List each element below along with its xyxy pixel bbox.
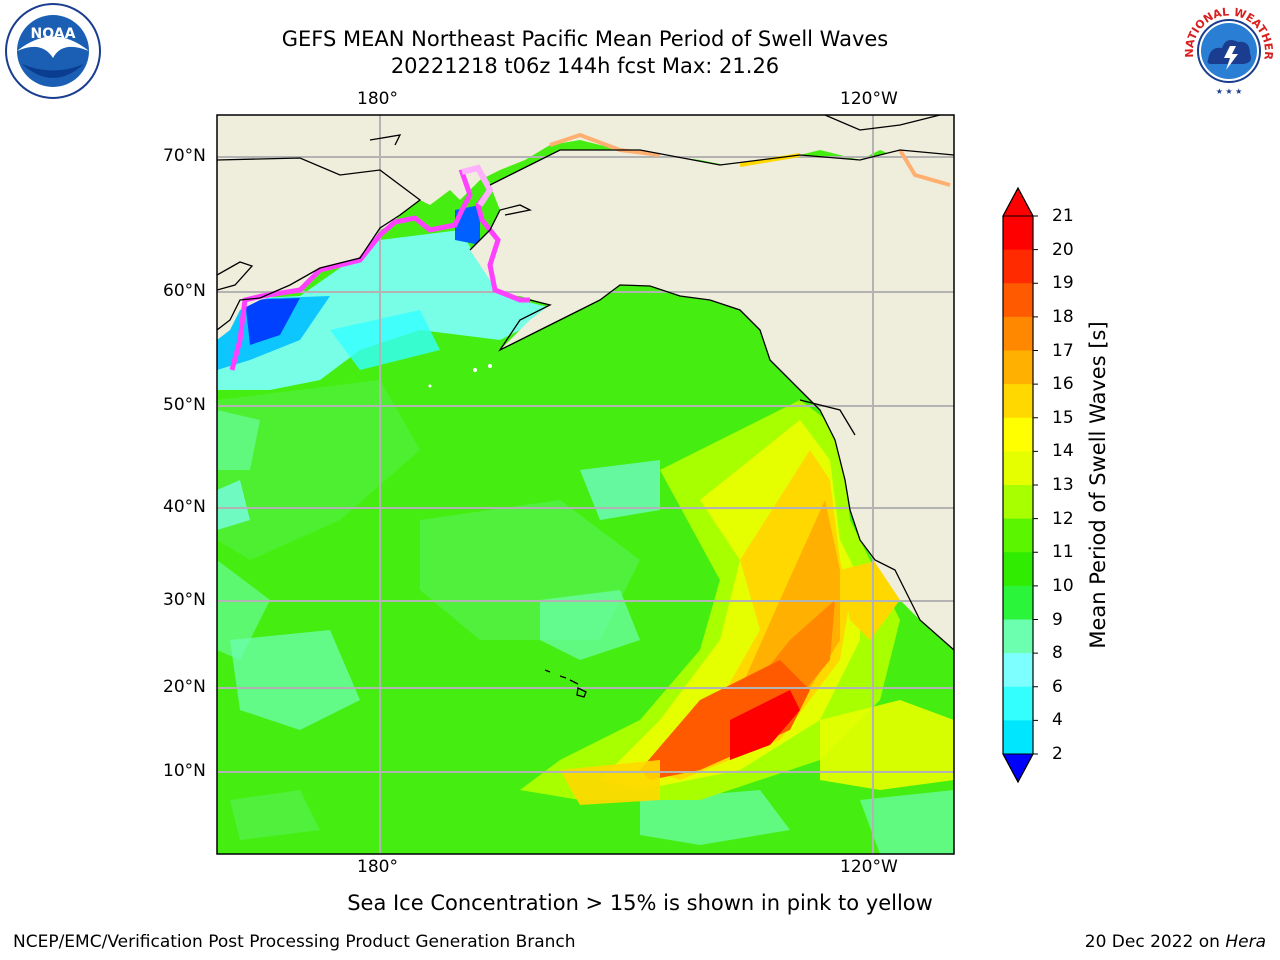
lat-label: 70°N: [163, 146, 206, 166]
colorbar-segment: [1003, 619, 1033, 654]
lat-label: 30°N: [163, 590, 206, 610]
colorbar-segment: [1003, 585, 1033, 621]
nws-logo: NATIONAL WEATHER SERVICE ★ ★ ★: [1180, 2, 1275, 97]
colorbar-tick-label: 9: [1052, 609, 1063, 630]
colorbar-segment: [1003, 451, 1033, 486]
colorbar-segment: [1003, 686, 1033, 721]
lat-label: 50°N: [163, 395, 206, 415]
bering-swell-region: [217, 230, 560, 390]
swell-max-region: [730, 690, 800, 760]
map-title: GEFS MEAN Northeast Pacific Mean Period …: [281, 27, 889, 51]
colorbar-tick-label: 8: [1052, 643, 1063, 664]
colorbar-segment: [1003, 283, 1033, 318]
colorbar-tick-label: 15: [1052, 407, 1074, 428]
colorbar-tick-label: 20: [1052, 239, 1074, 260]
colorbar: [1002, 186, 1038, 784]
noaa-logo-text: NOAA: [31, 26, 76, 42]
colorbar-segment: [1003, 350, 1033, 385]
colorbar-segment: [1003, 316, 1033, 352]
colorbar-tick-label: 2: [1052, 744, 1063, 764]
coastline: [217, 115, 954, 698]
swell-patch: [230, 630, 360, 730]
colorbar-segment: [1003, 384, 1033, 419]
top-lon-label: 120°W: [840, 89, 898, 109]
map-frame: [216, 114, 955, 855]
colorbar-extend-min: [1002, 753, 1034, 784]
bottom-lon-label: 180°: [357, 857, 398, 877]
lat-label: 40°N: [163, 497, 206, 517]
top-lon-label: 180°: [357, 89, 398, 109]
colorbar-tick-label: 16: [1052, 374, 1074, 395]
bottom-lon-label: 120°W: [840, 857, 898, 877]
colorbar-tick-label: 21: [1052, 206, 1074, 226]
lat-label: 10°N: [163, 761, 206, 781]
colorbar-tick-label: 17: [1052, 340, 1074, 361]
colorbar-tick-label: 6: [1052, 676, 1063, 697]
date-prefix: 20 Dec 2022 on: [1084, 932, 1226, 952]
colorbar-segment: [1003, 216, 1033, 251]
credit-text: NCEP/EMC/Verification Post Processing Pr…: [13, 932, 576, 952]
date-text: 20 Dec 2022 on Hera: [1085, 932, 1266, 952]
colorbar-segment: [1003, 518, 1033, 553]
colorbar-tick-label: 18: [1052, 306, 1074, 327]
sea-ice-caption: Sea Ice Concentration > 15% is shown in …: [347, 891, 933, 915]
lat-label: 60°N: [163, 281, 206, 301]
colorbar-tick-label: 12: [1052, 508, 1074, 529]
date-host: Hera: [1225, 932, 1266, 952]
colorbar-segment: [1003, 485, 1033, 520]
colorbar-extend-max: [1002, 186, 1034, 217]
lat-label: 20°N: [163, 677, 206, 697]
map-subtitle: 20221218 t06z 144h fcst Max: 21.26: [390, 54, 780, 78]
colorbar-tick-label: 14: [1052, 441, 1074, 462]
colorbar-segment: [1003, 720, 1033, 755]
colorbar-tick-label: 13: [1052, 475, 1074, 495]
colorbar-segment: [1003, 552, 1033, 587]
colorbar-tick-label: 10: [1052, 575, 1074, 596]
land-north-america: [470, 150, 954, 650]
sea-ice-margin: [229, 165, 530, 371]
colorbar-tick-label: 4: [1052, 710, 1063, 731]
land-north: [217, 115, 954, 340]
svg-text:★ ★ ★: ★ ★ ★: [1216, 87, 1243, 96]
colorbar-tick-label: 19: [1052, 273, 1074, 294]
land-siberia: [217, 158, 420, 330]
colorbar-segment: [1003, 653, 1033, 688]
colorbar-segment: [1003, 249, 1033, 284]
swell-band-19s: [640, 660, 810, 780]
colorbar-tick-label: 11: [1052, 542, 1074, 563]
noaa-logo: NOAA: [5, 3, 101, 99]
colorbar-label: Mean Period of Swell Waves [s]: [1086, 321, 1110, 649]
colorbar-segment: [1003, 417, 1033, 452]
